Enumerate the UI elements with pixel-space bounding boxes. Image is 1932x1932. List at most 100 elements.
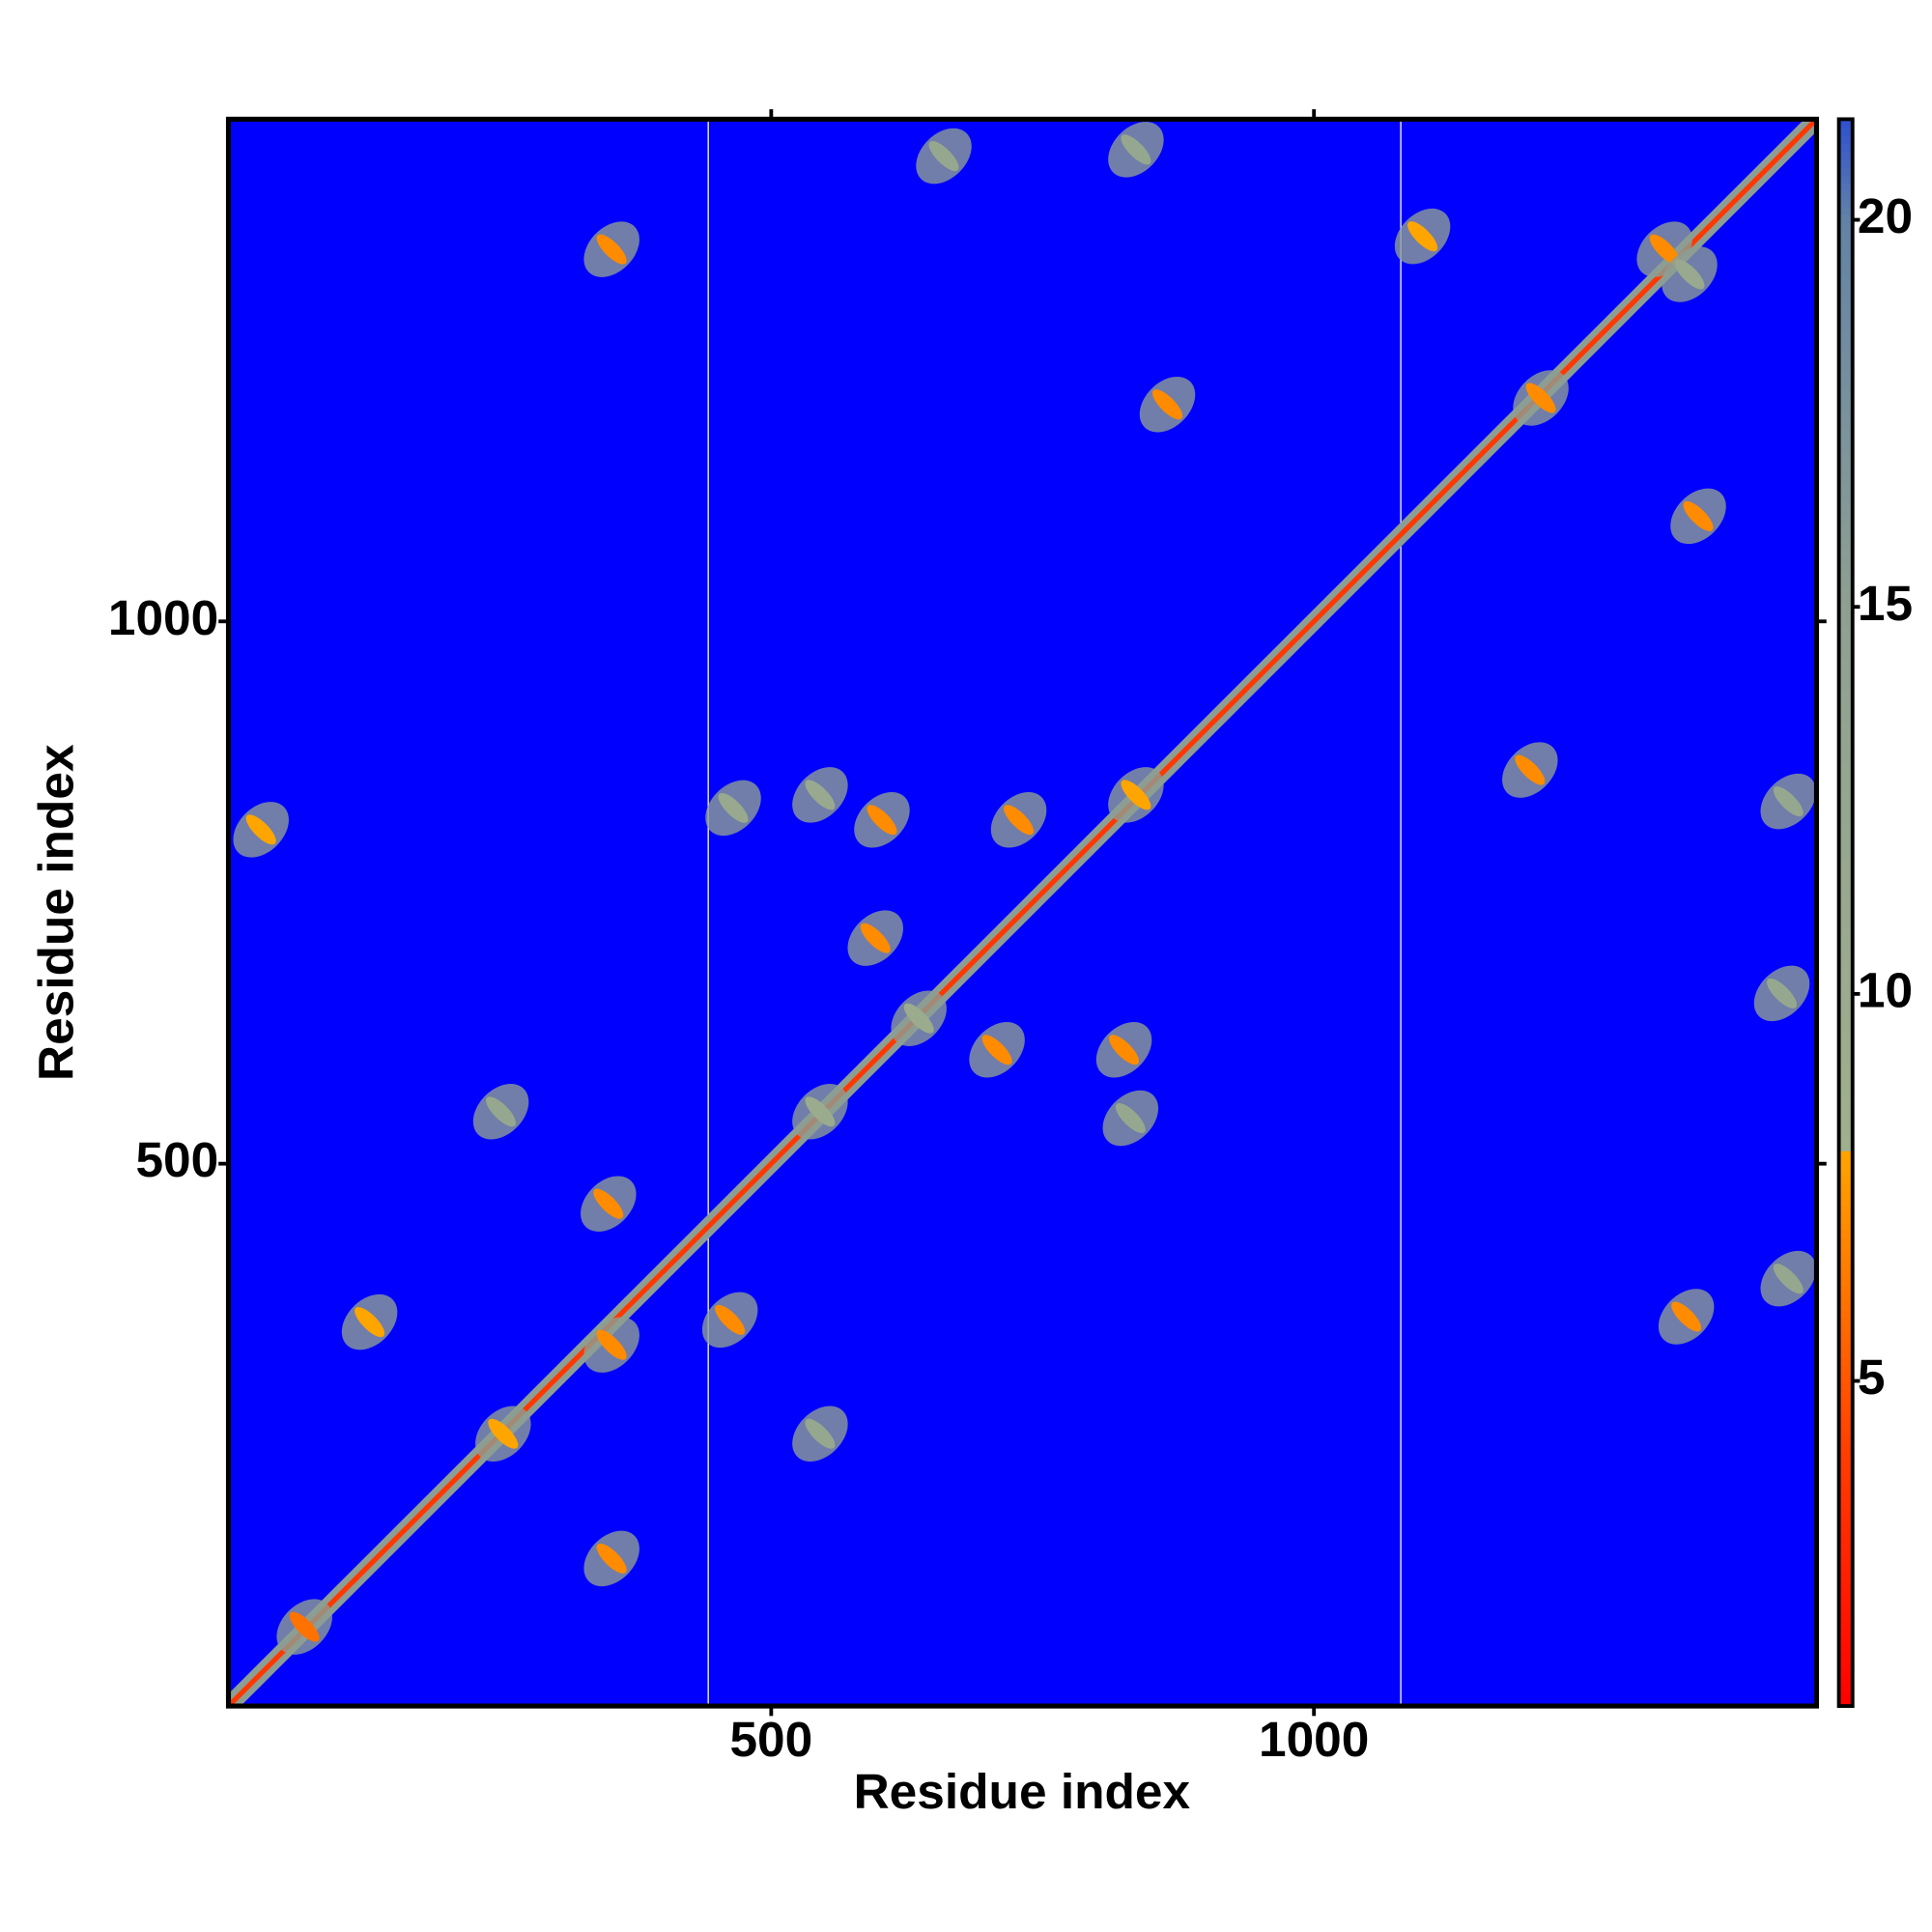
contact — [1109, 1035, 1140, 1065]
colorbar-step — [1838, 611, 1853, 620]
colorbar-step — [1838, 1023, 1853, 1033]
colorbar-step — [1838, 1460, 1853, 1469]
colorbar-step — [1838, 238, 1853, 247]
colorbar-step — [1838, 682, 1853, 692]
colorbar-step — [1838, 1666, 1853, 1675]
contact — [1766, 978, 1798, 1009]
contact — [488, 1418, 519, 1449]
colorbar-step — [1838, 254, 1853, 263]
colorbar-step — [1838, 1475, 1853, 1485]
colorbar-step — [1838, 706, 1853, 716]
colorbar-step — [1838, 936, 1853, 946]
colorbar-step — [1838, 809, 1853, 818]
colorbar-step — [1838, 1682, 1853, 1691]
colorbar-step — [1838, 309, 1853, 319]
colorbar-step — [1838, 1618, 1853, 1628]
colorbar-step — [1838, 1380, 1853, 1390]
colorbar-step — [1838, 412, 1853, 422]
colorbar-step — [1838, 769, 1853, 779]
colorbar-step — [1838, 618, 1853, 628]
colorbar-step — [1838, 1642, 1853, 1652]
colorbar-step — [1838, 753, 1853, 763]
contact — [245, 814, 276, 845]
colorbar-step — [1838, 396, 1853, 406]
colorbar-step — [1838, 1356, 1853, 1366]
colorbar-step — [1838, 1190, 1853, 1200]
colorbar-step — [1838, 468, 1853, 477]
contact — [1121, 134, 1151, 165]
colorbar-step — [1838, 285, 1853, 295]
colorbar-step — [1838, 1245, 1853, 1255]
colorbar-step — [1838, 667, 1853, 675]
colorbar-step — [1838, 729, 1853, 739]
colorbar-step — [1838, 277, 1853, 287]
contact — [928, 141, 959, 172]
contact — [1151, 389, 1183, 420]
colorbar-step — [1838, 1634, 1853, 1644]
colorbar-step — [1838, 1333, 1853, 1342]
colorbar-step — [1838, 1396, 1853, 1406]
contact — [289, 1611, 320, 1642]
colorbar-step — [1838, 1435, 1853, 1445]
y-axis-label: Residue index — [27, 744, 83, 1081]
colorbar-step — [1838, 714, 1853, 724]
colorbar-step — [1838, 563, 1853, 573]
colorbar-step — [1838, 1626, 1853, 1635]
colorbar-step — [1838, 1031, 1853, 1040]
colorbar-step — [1838, 428, 1853, 438]
colorbar-step — [1838, 381, 1853, 390]
colorbar-step — [1838, 555, 1853, 564]
colorbar-step — [1838, 1507, 1853, 1517]
colorbar-step — [1838, 1079, 1853, 1089]
colorbar-step — [1838, 1610, 1853, 1620]
colorbar-step — [1838, 183, 1853, 191]
colorbar: 5 10 15 20 — [1836, 117, 1913, 1708]
colorbar-step — [1838, 1134, 1853, 1144]
colorbar-step — [1838, 1015, 1853, 1025]
colorbar-step — [1838, 1262, 1853, 1270]
colorbar-step — [1838, 1690, 1853, 1699]
colorbar-step — [1838, 356, 1853, 366]
colorbar-step — [1838, 650, 1853, 660]
colorbar-step — [1838, 547, 1853, 556]
colorbar-step — [1838, 983, 1853, 993]
colorbar-step — [1838, 1293, 1853, 1302]
plot-area — [228, 119, 1817, 1707]
colorbar-step — [1838, 1119, 1853, 1128]
colorbar-tick-label: 20 — [1858, 187, 1913, 243]
colorbar-step — [1838, 1055, 1853, 1065]
colorbar-step — [1838, 912, 1853, 922]
colorbar-step — [1838, 889, 1853, 897]
contact — [1671, 1301, 1702, 1332]
colorbar-step — [1838, 1349, 1853, 1358]
colorbar-step — [1838, 134, 1853, 144]
colorbar-step — [1838, 944, 1853, 953]
colorbar-step — [1838, 690, 1853, 699]
colorbar-step — [1838, 1467, 1853, 1477]
colorbar-step — [1838, 1230, 1853, 1239]
contact — [1674, 259, 1705, 290]
colorbar-step — [1838, 151, 1853, 160]
colorbar-step — [1838, 1094, 1853, 1104]
colorbar-step — [1838, 531, 1853, 541]
colorbar-step — [1838, 1428, 1853, 1437]
colorbar-step — [1838, 817, 1853, 827]
y-tick-label: 500 — [135, 1131, 218, 1187]
colorbar-step — [1838, 1697, 1853, 1707]
colorbar-step — [1838, 1206, 1853, 1215]
colorbar-step — [1838, 1198, 1853, 1208]
colorbar-step — [1838, 333, 1853, 343]
colorbar-tick-label: 15 — [1858, 575, 1913, 631]
colorbar-step — [1838, 1301, 1853, 1311]
colorbar-step — [1838, 722, 1853, 731]
contact — [1515, 754, 1546, 785]
colorbar-step — [1838, 174, 1853, 184]
colorbar-step — [1838, 778, 1853, 786]
contact — [1683, 500, 1714, 531]
colorbar-step — [1838, 1237, 1853, 1247]
colorbar-step — [1838, 245, 1853, 255]
contact — [805, 780, 836, 810]
contact — [860, 923, 891, 953]
contact — [1773, 786, 1804, 817]
colorbar-step — [1838, 1563, 1853, 1573]
